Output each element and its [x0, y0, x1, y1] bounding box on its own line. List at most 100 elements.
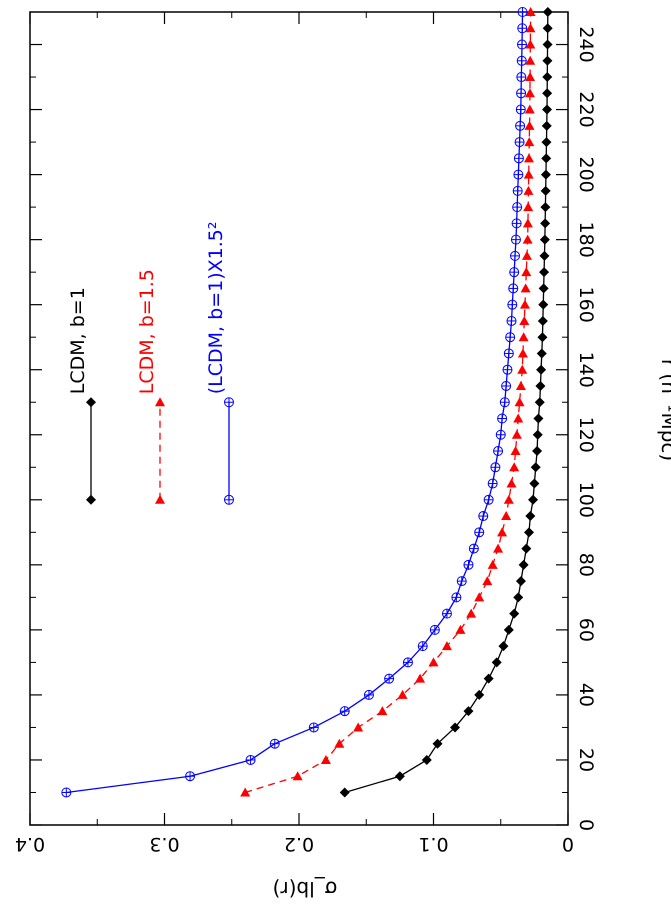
data-point	[155, 494, 165, 504]
data-point	[530, 462, 541, 473]
data-point	[540, 169, 551, 180]
data-point	[522, 218, 533, 228]
data-point	[468, 543, 479, 554]
data-point	[518, 559, 529, 570]
data-point	[522, 234, 533, 244]
data-point	[513, 169, 524, 180]
x-tick-label: 120	[575, 417, 597, 453]
data-point	[540, 185, 551, 196]
data-point	[502, 364, 513, 375]
y-axis-label: σ_lb(r)	[273, 877, 338, 901]
data-point	[538, 283, 549, 294]
data-point	[474, 689, 485, 700]
data-point	[491, 657, 502, 668]
data-point	[269, 738, 280, 749]
data-point	[532, 446, 543, 457]
data-point	[490, 462, 501, 473]
data-point	[517, 39, 528, 50]
data-point	[525, 7, 536, 16]
data-point	[474, 527, 485, 538]
data-point	[463, 706, 474, 717]
data-point	[493, 446, 504, 457]
data-point	[308, 722, 319, 733]
data-point	[429, 624, 440, 635]
data-point	[516, 88, 527, 99]
x-tick-label: 220	[575, 91, 597, 127]
data-point	[525, 39, 536, 49]
data-point	[466, 608, 477, 618]
data-point	[487, 559, 498, 569]
data-point	[506, 315, 517, 326]
data-point	[450, 722, 461, 733]
data-point	[517, 23, 528, 34]
data-point	[441, 641, 452, 651]
data-point	[541, 153, 552, 164]
data-point	[515, 120, 526, 131]
data-point	[487, 478, 498, 489]
data-point	[515, 104, 526, 115]
data-point	[512, 185, 523, 196]
data-point	[532, 429, 543, 440]
data-point	[539, 267, 550, 278]
data-point	[542, 104, 553, 115]
data-point	[185, 771, 196, 782]
data-point	[525, 55, 536, 65]
data-point	[224, 494, 234, 505]
data-point	[511, 218, 522, 229]
data-point	[497, 527, 508, 537]
x-tick-label: 60	[575, 618, 597, 642]
data-point	[512, 202, 523, 213]
data-point	[528, 494, 539, 505]
data-point	[516, 55, 527, 66]
data-point	[516, 72, 527, 83]
x-tick-label: 80	[575, 553, 597, 577]
data-point	[339, 787, 350, 798]
data-point	[397, 689, 408, 699]
data-point	[521, 250, 532, 260]
data-point	[509, 608, 520, 619]
data-point	[524, 120, 535, 130]
data-point	[451, 592, 462, 603]
data-point	[506, 478, 517, 488]
data-point	[517, 364, 528, 374]
data-point	[524, 88, 535, 98]
data-point	[513, 153, 524, 164]
data-point	[538, 299, 549, 310]
series-layer	[61, 7, 553, 798]
data-point	[510, 250, 521, 261]
x-tick-label: 100	[575, 482, 597, 518]
y-tick-label: 0.1	[418, 833, 448, 855]
data-point	[513, 413, 524, 423]
data-point	[417, 641, 428, 652]
y-tick-label: 0.4	[15, 833, 45, 855]
x-tick-label: 140	[575, 352, 597, 388]
data-point	[384, 673, 395, 684]
x-tick-label: 40	[575, 683, 597, 707]
data-point	[428, 657, 439, 667]
data-point	[525, 23, 536, 33]
data-point	[86, 494, 96, 505]
legend-entry-3: (LCDM, b=1)X1.5²	[205, 222, 234, 505]
data-point	[501, 380, 512, 391]
data-point	[510, 234, 521, 245]
plot-frame	[29, 11, 569, 826]
data-point	[529, 478, 540, 489]
data-point	[478, 511, 489, 522]
data-point	[523, 153, 534, 163]
data-point	[513, 592, 524, 603]
data-point	[155, 397, 165, 407]
data-point	[474, 592, 485, 602]
legend: LCDM, b=1 LCDM, b=1.5 (LCDM, b=1)X1.5²	[67, 222, 234, 505]
data-point	[517, 7, 528, 17]
y-axis-ticks: 0 0.1 0.2 0.3 0.4	[15, 12, 574, 855]
data-point	[511, 429, 522, 439]
x-tick-label: 180	[575, 222, 597, 258]
data-point	[483, 673, 494, 684]
data-point	[523, 202, 534, 212]
legend-entry-1: LCDM, b=1	[67, 287, 96, 505]
y-tick-label: 0.3	[149, 833, 179, 855]
data-point	[240, 787, 251, 797]
data-point	[539, 234, 550, 245]
data-point	[320, 754, 331, 764]
data-point	[432, 738, 443, 749]
